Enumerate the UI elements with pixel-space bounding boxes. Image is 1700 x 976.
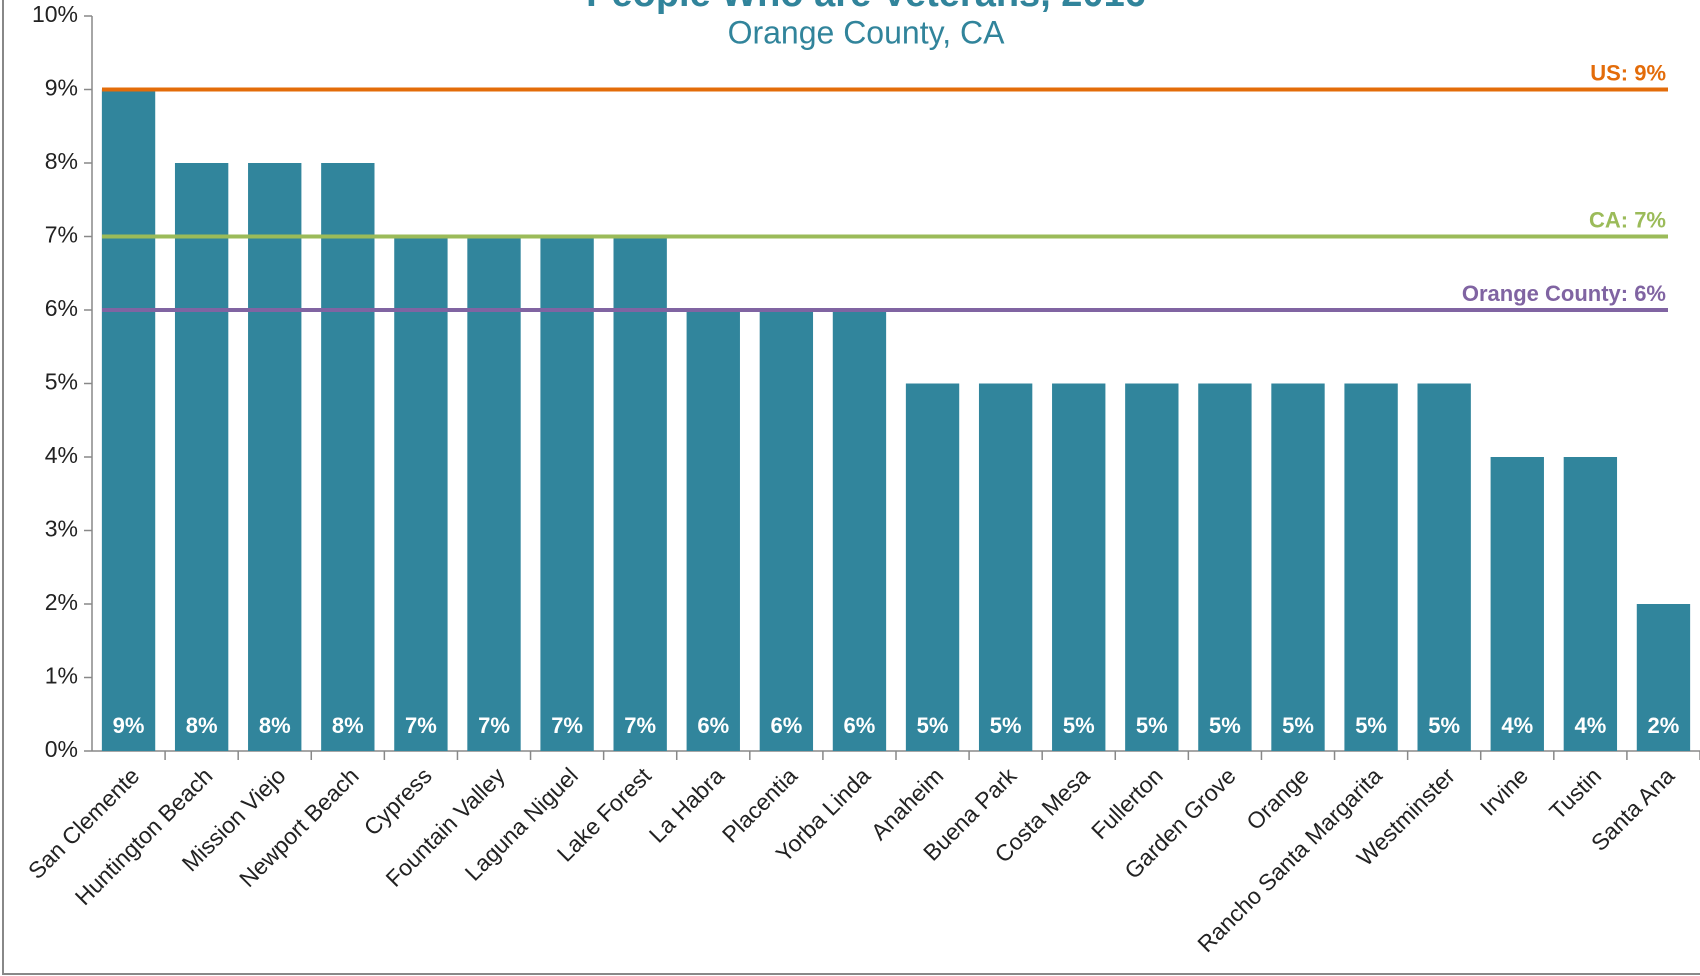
bar bbox=[174, 163, 229, 751]
bar bbox=[1125, 383, 1179, 751]
chart-subtitle: Orange County, CA bbox=[728, 14, 1006, 50]
y-tick-label: 4% bbox=[45, 442, 78, 468]
reference-label: US: 9% bbox=[1590, 60, 1666, 85]
y-tick-label: 1% bbox=[45, 663, 78, 689]
value-label: 4% bbox=[1574, 713, 1606, 738]
value-label: 7% bbox=[405, 713, 437, 738]
bar bbox=[905, 383, 960, 751]
value-label: 7% bbox=[624, 713, 656, 738]
bar bbox=[1636, 604, 1691, 751]
x-tick-label: Orange bbox=[1241, 762, 1314, 835]
bar bbox=[1198, 383, 1252, 751]
reference-label: CA: 7% bbox=[1589, 207, 1666, 232]
bar bbox=[1490, 457, 1544, 751]
value-label: 6% bbox=[770, 713, 802, 738]
value-label: 5% bbox=[917, 713, 949, 738]
y-tick-label: 2% bbox=[45, 589, 78, 615]
bar bbox=[1052, 383, 1106, 751]
value-label: 5% bbox=[1136, 713, 1168, 738]
bar bbox=[321, 163, 375, 751]
value-label: 6% bbox=[697, 713, 729, 738]
bar bbox=[101, 89, 156, 751]
value-label: 7% bbox=[478, 713, 510, 738]
value-label: 6% bbox=[844, 713, 876, 738]
bar bbox=[1344, 383, 1398, 751]
value-label: 5% bbox=[1063, 713, 1095, 738]
bar bbox=[832, 310, 887, 751]
y-tick-label: 3% bbox=[45, 516, 78, 542]
bar bbox=[467, 236, 521, 751]
bar bbox=[394, 236, 448, 751]
value-label: 8% bbox=[332, 713, 364, 738]
bar bbox=[248, 163, 302, 751]
y-tick-label: 8% bbox=[45, 148, 78, 174]
y-tick-label: 10% bbox=[32, 1, 78, 27]
bar bbox=[978, 383, 1033, 751]
bar bbox=[1417, 383, 1471, 751]
x-tick-label: Huntington Beach bbox=[70, 762, 218, 910]
chart-title: People Who are Veterans, 2016 bbox=[586, 0, 1146, 15]
value-label: 5% bbox=[1282, 713, 1314, 738]
bar bbox=[1563, 457, 1618, 751]
y-tick-label: 6% bbox=[45, 295, 78, 321]
value-label: 8% bbox=[186, 713, 218, 738]
bar bbox=[759, 310, 814, 751]
value-label: 5% bbox=[1209, 713, 1241, 738]
value-label: 8% bbox=[259, 713, 291, 738]
x-tick-label: Tustin bbox=[1544, 762, 1606, 824]
y-tick-label: 7% bbox=[45, 222, 78, 248]
value-label: 2% bbox=[1648, 713, 1680, 738]
x-tick-label: La Habra bbox=[644, 762, 729, 847]
y-tick-label: 0% bbox=[45, 736, 78, 762]
y-tick-label: 5% bbox=[45, 369, 78, 395]
value-label: 5% bbox=[990, 713, 1022, 738]
bar bbox=[686, 310, 740, 751]
bar bbox=[1271, 383, 1325, 751]
y-tick-label: 9% bbox=[45, 75, 78, 101]
value-label: 4% bbox=[1501, 713, 1533, 738]
bar bbox=[540, 236, 594, 751]
value-label: 5% bbox=[1428, 713, 1460, 738]
x-tick-label: Irvine bbox=[1475, 762, 1533, 820]
value-label: 9% bbox=[113, 713, 145, 738]
bar bbox=[613, 236, 667, 751]
value-label: 7% bbox=[551, 713, 583, 738]
value-label: 5% bbox=[1355, 713, 1387, 738]
reference-label: Orange County: 6% bbox=[1462, 281, 1666, 306]
